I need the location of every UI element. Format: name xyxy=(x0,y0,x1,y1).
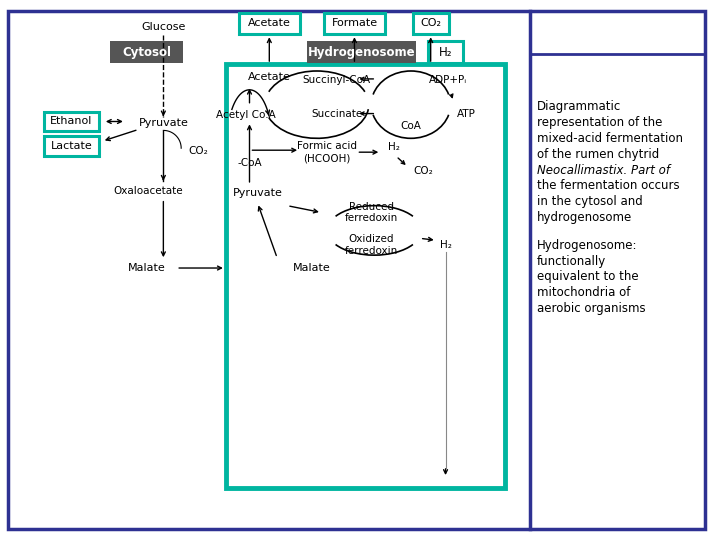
Text: hydrogenosome: hydrogenosome xyxy=(536,211,632,224)
Text: Malate: Malate xyxy=(293,263,330,273)
Text: Ethanol: Ethanol xyxy=(50,117,92,126)
Bar xyxy=(324,12,385,35)
Text: Succinate: Succinate xyxy=(311,109,362,119)
Text: mitochondria of: mitochondria of xyxy=(536,286,630,299)
Text: Neocallimastix. Part of: Neocallimastix. Part of xyxy=(536,164,670,177)
Text: ATP: ATP xyxy=(457,109,477,119)
Text: Glucose: Glucose xyxy=(141,23,186,32)
Text: H₂: H₂ xyxy=(438,46,452,59)
Text: Succinyl-CoA: Succinyl-CoA xyxy=(302,75,371,85)
Bar xyxy=(307,41,416,63)
Text: functionally: functionally xyxy=(536,254,606,268)
Bar xyxy=(238,12,300,35)
Bar xyxy=(110,41,183,63)
Text: Hydrogenosome:: Hydrogenosome: xyxy=(536,239,637,252)
Text: H₂: H₂ xyxy=(440,240,451,250)
Bar xyxy=(44,112,99,131)
Text: (HCOOH): (HCOOH) xyxy=(303,153,351,163)
Text: Reduced
ferredoxin: Reduced ferredoxin xyxy=(345,202,398,224)
Text: CO₂: CO₂ xyxy=(188,146,208,156)
Text: Diagrammatic: Diagrammatic xyxy=(536,100,621,113)
Text: Oxaloacetate: Oxaloacetate xyxy=(114,186,184,196)
Text: Oxidized
ferredoxin: Oxidized ferredoxin xyxy=(345,234,398,256)
Text: Hydrogenosome: Hydrogenosome xyxy=(307,46,415,59)
Text: of the rumen chytrid: of the rumen chytrid xyxy=(536,147,659,161)
Bar xyxy=(413,12,449,35)
Text: Malate: Malate xyxy=(127,263,166,273)
Text: Formate: Formate xyxy=(331,18,377,29)
Text: in the cytosol and: in the cytosol and xyxy=(536,195,642,208)
Text: mixed-acid fermentation: mixed-acid fermentation xyxy=(536,132,683,145)
Text: Pyruvate: Pyruvate xyxy=(138,118,189,129)
Text: Pyruvate: Pyruvate xyxy=(233,188,282,198)
Text: Acetate: Acetate xyxy=(248,18,291,29)
Text: H₂: H₂ xyxy=(388,142,400,152)
Text: CO₂: CO₂ xyxy=(420,18,441,29)
Text: equivalent to the: equivalent to the xyxy=(536,271,638,284)
Bar xyxy=(428,41,464,63)
Text: ADP+Pᵢ: ADP+Pᵢ xyxy=(428,75,467,85)
Text: Lactate: Lactate xyxy=(50,141,92,151)
Text: the fermentation occurs: the fermentation occurs xyxy=(536,179,679,192)
Bar xyxy=(44,136,99,156)
Bar xyxy=(226,64,505,488)
Text: Formic acid: Formic acid xyxy=(297,141,356,151)
Text: aerobic organisms: aerobic organisms xyxy=(536,302,645,315)
Text: CoA: CoA xyxy=(400,122,421,131)
Text: Cytosol: Cytosol xyxy=(122,46,171,59)
Text: CO₂: CO₂ xyxy=(414,166,433,176)
Text: -CoA: -CoA xyxy=(237,158,262,168)
Text: representation of the: representation of the xyxy=(536,116,662,129)
Text: Acetate: Acetate xyxy=(248,72,291,82)
Text: Acetyl Co.A: Acetyl Co.A xyxy=(216,110,276,119)
